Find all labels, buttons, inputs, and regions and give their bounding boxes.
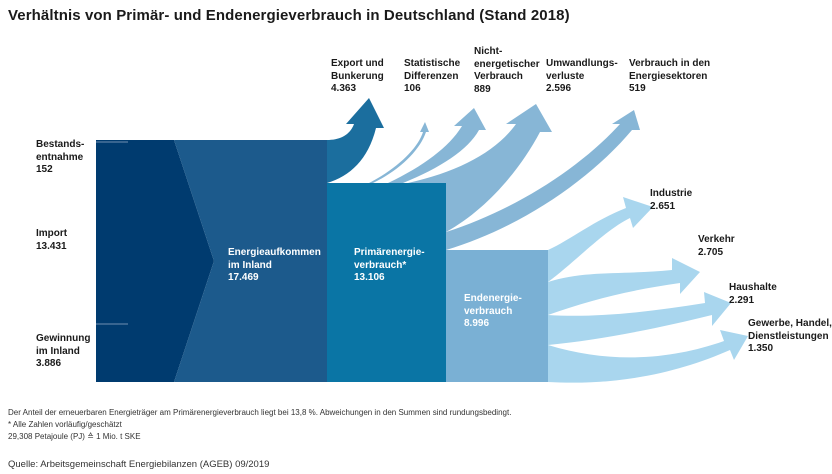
- label-sektoren-line1: Verbrauch in den: [629, 58, 711, 69]
- source-credit: Quelle: Arbeitsgemeinschaft Energiebilan…: [8, 459, 270, 470]
- label-import-value: 13.431: [36, 240, 67, 252]
- label-gewerbe-value: 1.350: [748, 343, 774, 354]
- label-primaer-value: 13.106: [354, 272, 385, 283]
- primaer-block: [327, 183, 446, 382]
- statistik-flow: [369, 122, 429, 183]
- nichtenergetisch-flow: [388, 108, 486, 183]
- label-export-line2: Bunkerung: [331, 70, 384, 82]
- label-import: Import 13.431: [36, 228, 67, 253]
- label-bestand: Bestands- entnahme 152: [36, 139, 84, 177]
- label-aufkommen-line1: Energieaufkommen: [228, 247, 321, 258]
- label-umwandlung-line1: Umwandlungs-: [546, 58, 618, 69]
- label-end-value: 8.996: [464, 318, 490, 329]
- label-statistik-line1: Statistische: [404, 58, 461, 69]
- label-aufkommen: Energieaufkommen im Inland 17.469: [228, 247, 321, 285]
- footnote-renewables: Der Anteil der erneuerbaren Energieträge…: [8, 408, 512, 417]
- label-end-line1: Endenergie-: [464, 293, 522, 304]
- label-export-value: 4.363: [331, 83, 357, 94]
- export-flow: [327, 98, 384, 183]
- footnote-estimated: * Alle Zahlen vorläufig/geschätzt: [8, 420, 122, 429]
- label-verkehr-value: 2.705: [698, 246, 724, 258]
- label-nichtenergetisch: Nicht- energetischer Verbrauch 889: [474, 46, 540, 96]
- label-nichtenergetisch-line2: energetischer: [474, 58, 540, 70]
- label-gewinnung-line2: im Inland: [36, 345, 80, 357]
- label-bestand-line1: Bestands-: [36, 139, 85, 150]
- footnote-unit: 29,308 Petajoule (PJ) ≙ 1 Mio. t SKE: [8, 432, 141, 441]
- verkehr-flow: [548, 258, 700, 315]
- label-bestand-value: 152: [36, 164, 53, 175]
- label-haushalte-line1: Haushalte: [729, 282, 777, 293]
- label-gewinnung: Gewinnung im Inland 3.886: [36, 333, 90, 371]
- label-statistik-value: 106: [404, 83, 421, 94]
- label-gewinnung-value: 3.886: [36, 358, 62, 369]
- label-end-line2: verbrauch: [464, 305, 513, 317]
- label-statistik: Statistische Differenzen 106: [404, 58, 460, 96]
- label-nichtenergetisch-value: 889: [474, 83, 491, 95]
- label-gewerbe-line2: Dienstleistungen: [748, 330, 829, 342]
- end-block: [446, 250, 548, 382]
- label-sektoren: Verbrauch in den Energiesektoren 519: [629, 58, 710, 96]
- label-gewerbe-line1: Gewerbe, Handel,: [748, 318, 832, 329]
- aufkommen-block: [174, 140, 327, 382]
- label-umwandlung-value: 2.596: [546, 83, 572, 94]
- label-import-line1: Import: [36, 228, 68, 239]
- umwandlung-flow: [408, 104, 552, 232]
- label-industrie-line1: Industrie: [650, 188, 693, 199]
- label-umwandlung-line2: verluste: [546, 70, 585, 82]
- industrie-flow: [548, 197, 653, 282]
- sektoren-flow: [446, 110, 640, 250]
- label-sektoren-line2: Energiesektoren: [629, 70, 708, 82]
- label-haushalte-value: 2.291: [729, 294, 755, 306]
- sources-block: [96, 140, 214, 382]
- label-haushalte: Haushalte 2.291: [729, 282, 777, 307]
- label-umwandlung: Umwandlungs- verluste 2.596: [546, 58, 618, 96]
- diagram-title: Verhältnis von Primär- und Endenergiever…: [8, 7, 570, 24]
- label-statistik-line2: Differenzen: [404, 70, 459, 82]
- haushalte-flow: [548, 292, 731, 345]
- label-verkehr-line1: Verkehr: [698, 234, 735, 245]
- label-gewinnung-line1: Gewinnung: [36, 333, 91, 344]
- label-gewerbe: Gewerbe, Handel, Dienstleistungen 1.350: [748, 318, 832, 356]
- gewerbe-flow: [548, 330, 748, 383]
- label-sektoren-value: 519: [629, 83, 646, 94]
- label-export: Export und Bunkerung 4.363: [331, 58, 384, 96]
- label-bestand-line2: entnahme: [36, 151, 84, 163]
- label-nichtenergetisch-line3: Verbrauch: [474, 71, 523, 82]
- label-primaer-line2: verbrauch*: [354, 259, 407, 271]
- label-industrie: Industrie 2.651: [650, 188, 692, 213]
- label-primaer: Primärenergie- verbrauch* 13.106: [354, 247, 425, 285]
- label-end: Endenergie- verbrauch 8.996: [464, 293, 522, 331]
- label-primaer-line1: Primärenergie-: [354, 247, 425, 258]
- label-aufkommen-line2: im Inland: [228, 259, 272, 271]
- label-nichtenergetisch-line1: Nicht-: [474, 46, 503, 57]
- label-export-line1: Export und: [331, 58, 384, 69]
- label-aufkommen-value: 17.469: [228, 272, 259, 283]
- label-industrie-value: 2.651: [650, 200, 676, 212]
- label-verkehr: Verkehr 2.705: [698, 234, 735, 259]
